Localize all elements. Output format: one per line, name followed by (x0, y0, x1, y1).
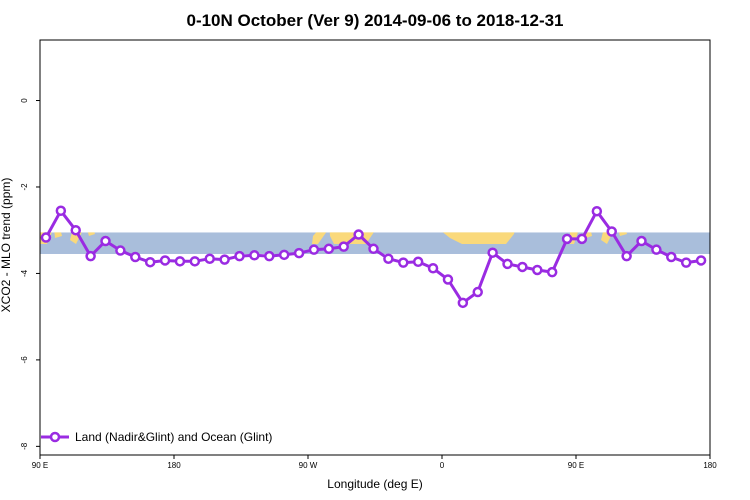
data-point (561, 233, 573, 245)
x-axis: 90 E 180 90 W 0 90 E 180 (32, 455, 717, 470)
data-point (576, 233, 588, 245)
data-point (234, 250, 245, 262)
data-point (323, 243, 335, 255)
data-point (591, 205, 603, 217)
series-group (40, 205, 707, 309)
data-point (55, 205, 67, 217)
y-axis-label: XCO2 - MLO trend (ppm) (0, 178, 13, 313)
data-point (442, 274, 454, 285)
legend-marker (49, 431, 61, 443)
land-patch-africa (442, 232, 515, 244)
data-point (368, 243, 379, 255)
legend: Land (Nadir&Glint) and Ocean (Glint) (41, 430, 272, 444)
data-point (517, 261, 528, 273)
data-point (70, 224, 81, 236)
data-point (546, 266, 558, 278)
data-point (338, 241, 349, 252)
data-point (398, 257, 409, 268)
data-point (383, 253, 394, 264)
data-point (204, 253, 215, 264)
data-point (636, 235, 647, 247)
data-point (606, 226, 617, 237)
data-point (40, 232, 52, 243)
y-tick-label: 0 (20, 98, 29, 103)
series-line (44, 209, 702, 305)
ocean-band (40, 232, 710, 254)
data-point (85, 250, 96, 262)
data-point (174, 256, 186, 267)
data-point (427, 263, 439, 274)
y-tick-label: -6 (20, 356, 29, 364)
data-point (502, 258, 513, 270)
x-tick-label: 90 E (32, 461, 48, 470)
legend-label: Land (Nadir&Glint) and Ocean (Glint) (75, 430, 272, 444)
data-point (159, 255, 171, 266)
data-point (189, 256, 201, 267)
data-point (680, 257, 692, 268)
data-point (457, 297, 469, 309)
y-tick-label: -2 (20, 183, 29, 191)
data-point (219, 254, 230, 265)
land-patch-central-america (312, 232, 327, 244)
data-point (412, 256, 424, 268)
y-tick-label: -4 (20, 269, 29, 277)
plot-frame (39, 39, 711, 456)
land-patch-papua-right (601, 232, 627, 244)
data-point (293, 247, 305, 259)
data-point (130, 251, 141, 263)
data-point (264, 250, 275, 262)
x-tick-label: 0 (440, 461, 445, 470)
data-point (249, 250, 260, 261)
data-point (353, 229, 364, 240)
y-axis: 0 -2 -4 -6 -8 (20, 98, 40, 450)
data-point (472, 286, 483, 298)
x-tick-label: 180 (703, 461, 717, 470)
land-patch-asia-right (570, 232, 592, 244)
data-point (115, 245, 126, 256)
data-point (278, 249, 290, 261)
data-point (532, 264, 543, 276)
x-tick-label: 180 (167, 461, 181, 470)
y-tick-label: -8 (20, 442, 29, 450)
data-point (666, 251, 677, 263)
data-point (487, 247, 498, 258)
x-tick-label: 90 W (299, 461, 318, 470)
data-point (621, 250, 632, 262)
data-point (651, 244, 662, 255)
chart-title: 0-10N October (Ver 9) 2014-09-06 to 2018… (186, 11, 563, 30)
x-axis-label: Longitude (deg E) (327, 477, 422, 491)
data-point (695, 255, 707, 266)
data-point (308, 244, 320, 255)
x-tick-label: 90 E (568, 461, 584, 470)
data-point (100, 235, 111, 247)
data-point (144, 256, 156, 268)
